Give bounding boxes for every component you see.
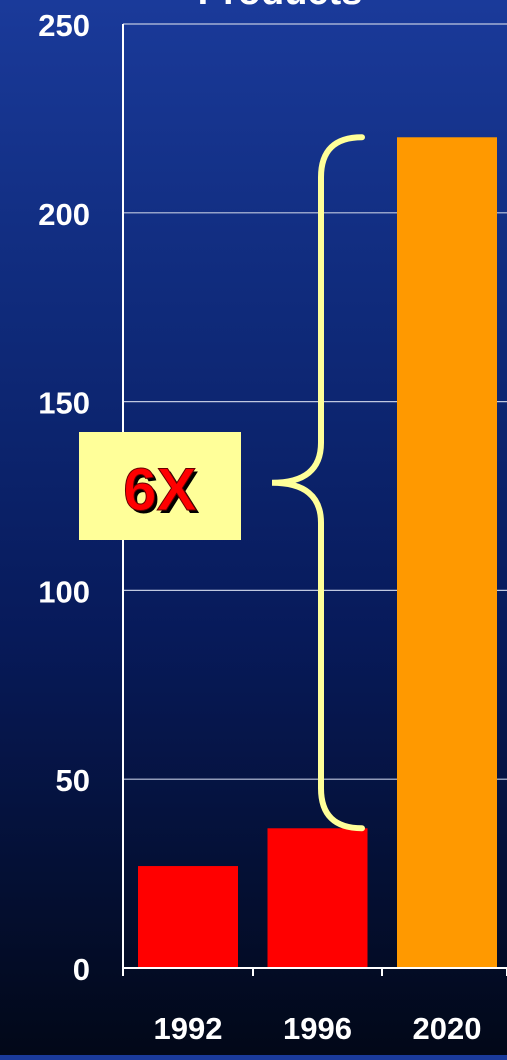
y-tick-label: 150 bbox=[38, 386, 90, 421]
bar-1992 bbox=[138, 866, 238, 968]
y-tick-label: 50 bbox=[56, 763, 90, 798]
x-tick-label: 2020 bbox=[413, 1011, 482, 1046]
annotation-label-shadow: 6X bbox=[126, 459, 199, 526]
axes: 0 50 100 150 200 250 1992 1996 2020 bbox=[38, 8, 507, 1046]
annotation-box bbox=[79, 432, 241, 540]
chart-title: Products bbox=[198, 0, 363, 13]
x-tick-label: 1992 bbox=[154, 1011, 223, 1046]
bar-1996 bbox=[267, 828, 368, 968]
bar-2020 bbox=[397, 137, 497, 968]
bars bbox=[138, 137, 497, 968]
x-tick-label: 1996 bbox=[283, 1011, 352, 1046]
brace-shape bbox=[271, 134, 365, 832]
y-tick-label: 0 bbox=[73, 952, 90, 987]
y-tick-label: 250 bbox=[38, 8, 90, 43]
annotation-label: 6X bbox=[123, 456, 196, 523]
annotation: 6X 6X bbox=[79, 134, 365, 832]
y-tick-label: 100 bbox=[38, 574, 90, 609]
y-tick-label: 200 bbox=[38, 197, 90, 232]
